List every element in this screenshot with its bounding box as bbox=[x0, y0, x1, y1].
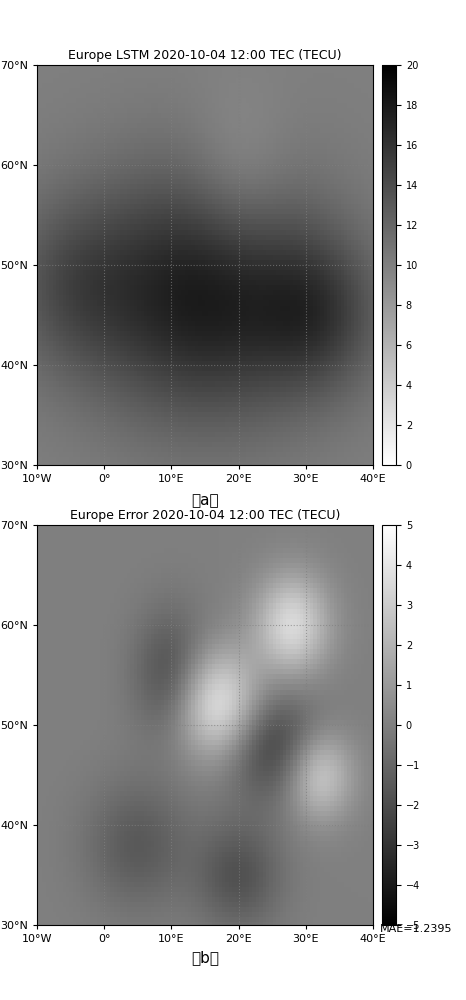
Title: Europe LSTM 2020-10-04 12:00 TEC (TECU): Europe LSTM 2020-10-04 12:00 TEC (TECU) bbox=[69, 49, 342, 62]
Title: Europe Error 2020-10-04 12:00 TEC (TECU): Europe Error 2020-10-04 12:00 TEC (TECU) bbox=[70, 509, 340, 522]
Text: MAE=1.2395: MAE=1.2395 bbox=[379, 924, 452, 934]
Text: （b）: （b） bbox=[191, 950, 219, 965]
Text: （a）: （a） bbox=[191, 493, 219, 508]
